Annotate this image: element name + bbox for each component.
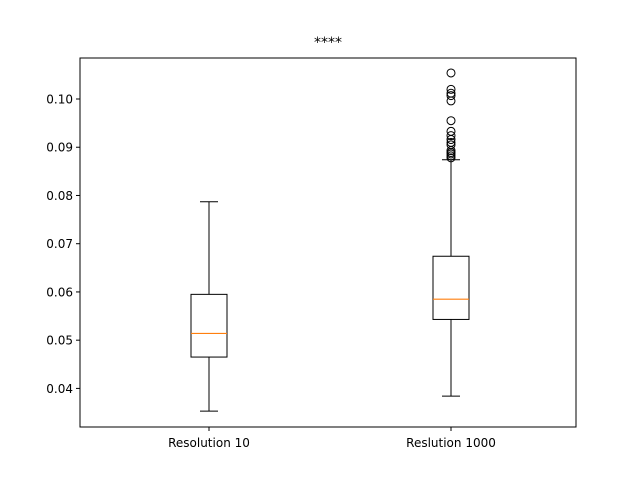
chart-title: **** — [314, 35, 342, 51]
y-tick-label: 0.09 — [46, 141, 73, 155]
outlier-point — [446, 84, 456, 94]
box-group — [432, 68, 470, 397]
boxes — [190, 68, 470, 412]
x-tick-label: Resolution 10 — [168, 436, 250, 450]
y-axis: 0.04 0.05 0.06 0.07 0.08 0.09 0.10 — [46, 93, 80, 396]
outlier-point — [446, 68, 456, 78]
box-group — [190, 201, 228, 412]
y-tick-label: 0.10 — [46, 93, 73, 107]
iqr-box — [432, 255, 470, 320]
outlier-point — [446, 137, 456, 147]
y-tick-label: 0.06 — [46, 285, 73, 299]
outlier-point — [446, 91, 456, 101]
y-tick-label: 0.05 — [46, 334, 73, 348]
iqr-box — [190, 293, 228, 358]
outlier-point — [446, 116, 456, 126]
outlier-point — [446, 140, 456, 150]
y-tick-label: 0.07 — [46, 237, 73, 251]
y-tick-label: 0.08 — [46, 189, 73, 203]
outlier-point — [446, 126, 456, 136]
outlier-point — [446, 131, 456, 141]
x-axis: Resolution 10 Reslution 1000 — [168, 427, 496, 450]
outlier-point — [446, 88, 456, 98]
plot-frame — [79, 57, 577, 428]
x-tick-label: Reslution 1000 — [406, 436, 496, 450]
y-tick-label: 0.04 — [46, 382, 73, 396]
